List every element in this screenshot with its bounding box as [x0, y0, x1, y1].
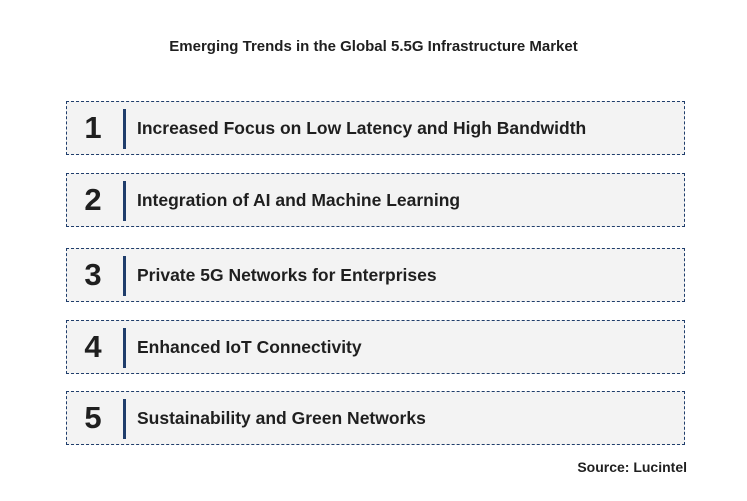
- trend-number: 2: [84, 182, 102, 217]
- trend-item-1: 1 Increased Focus on Low Latency and Hig…: [66, 101, 685, 155]
- trend-label: Private 5G Networks for Enterprises: [137, 264, 437, 285]
- trend-divider: [123, 109, 126, 149]
- trend-number: 5: [84, 400, 102, 435]
- trend-item-3: 3 Private 5G Networks for Enterprises: [66, 248, 685, 302]
- trend-divider: [123, 256, 126, 296]
- trend-item-5: 5 Sustainability and Green Networks: [66, 391, 685, 445]
- trend-label: Sustainability and Green Networks: [137, 407, 426, 428]
- trend-number: 1: [84, 110, 102, 145]
- diagram-title: Emerging Trends in the Global 5.5G Infra…: [169, 38, 578, 55]
- trend-number: 4: [84, 329, 102, 364]
- trend-label: Increased Focus on Low Latency and High …: [137, 117, 587, 138]
- trend-divider: [123, 399, 126, 439]
- source-credit: Source: Lucintel: [577, 459, 687, 475]
- trend-item-4: 4 Enhanced IoT Connectivity: [66, 320, 685, 374]
- trend-divider: [123, 181, 126, 221]
- trend-label: Integration of AI and Machine Learning: [137, 189, 461, 210]
- trend-label: Enhanced IoT Connectivity: [137, 336, 362, 357]
- trend-number: 3: [84, 257, 102, 292]
- trend-item-2: 2 Integration of AI and Machine Learning: [66, 173, 685, 227]
- trend-divider: [123, 328, 126, 368]
